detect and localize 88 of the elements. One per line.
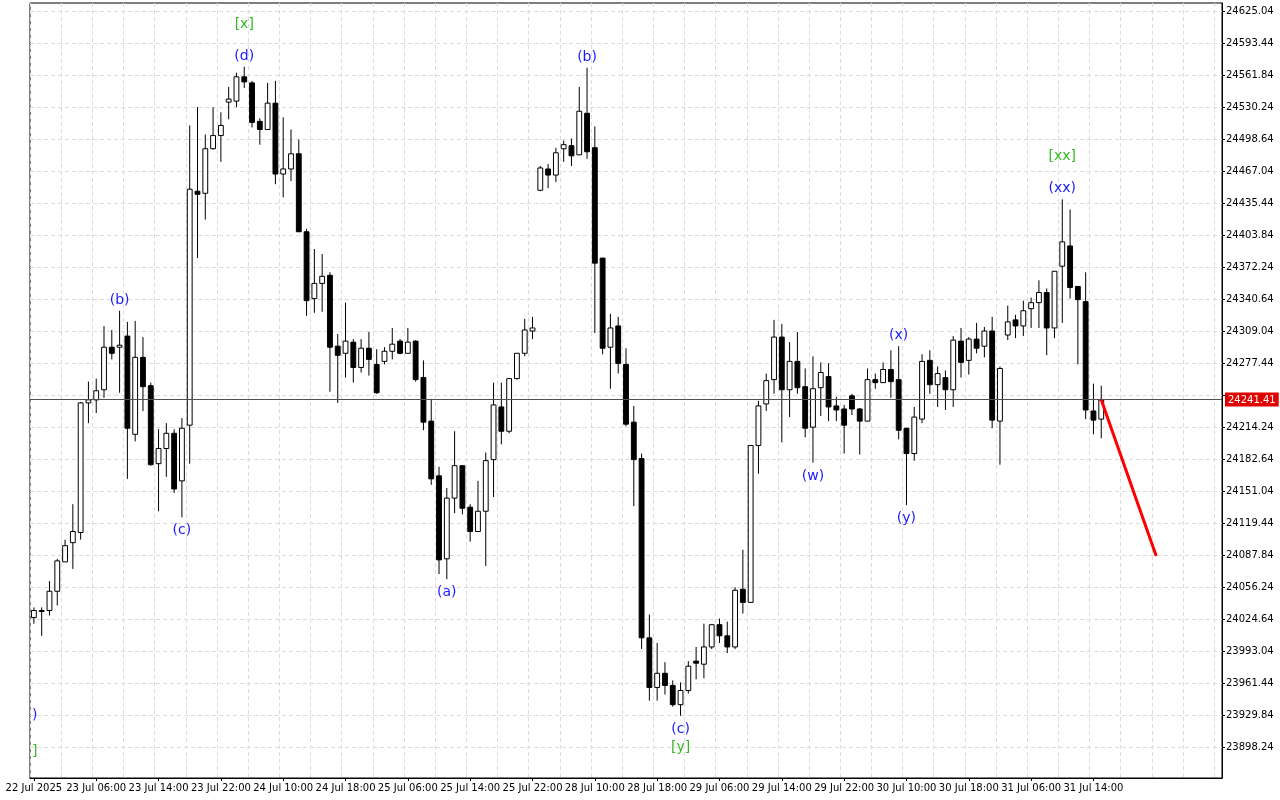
annotation: (y) [896, 509, 917, 526]
y-tick-label: 24467.04 [1226, 165, 1274, 177]
y-tick-label: 24435.44 [1226, 197, 1274, 209]
annotation: [y] [670, 737, 691, 754]
candlestick [1036, 279, 1042, 329]
y-tick-label: 24561.84 [1226, 69, 1274, 81]
y-tick-label: 24277.44 [1226, 357, 1274, 369]
candlestick [358, 338, 365, 374]
annotation: ) [32, 706, 38, 722]
candlestick [280, 116, 287, 198]
x-tick-label: 24 Jul 18:00 [315, 781, 376, 793]
y-tick-label: 24403.84 [1226, 229, 1274, 241]
candlestick [93, 378, 100, 414]
annotation: [x] [234, 14, 254, 31]
candlestick [1074, 285, 1081, 365]
x-tick-label: 29 Jul 22:00 [814, 781, 875, 793]
candlestick [404, 327, 411, 354]
candlestick [1028, 297, 1035, 329]
annotation: (b) [109, 290, 130, 307]
annotation: (c) [671, 719, 690, 736]
x-tick-label: 23 Jul 14:00 [128, 781, 189, 793]
annotation: (d) [234, 46, 255, 63]
candlestick [210, 106, 216, 151]
annotation: [xx] [1048, 147, 1077, 164]
x-tick-label: 25 Jul 06:00 [377, 781, 438, 793]
y-tick-label: 23898.24 [1226, 741, 1274, 753]
candlestick [288, 128, 294, 182]
x-tick-label: 30 Jul 10:00 [876, 781, 937, 793]
y-tick-label: 24214.24 [1226, 421, 1274, 433]
y-tick-label: 24372.24 [1226, 261, 1274, 273]
y-tick-label: 24309.04 [1226, 325, 1274, 337]
candlestick [365, 331, 372, 377]
annotation: (c) [172, 521, 192, 538]
y-tick-label: 24119.44 [1226, 517, 1274, 529]
annotation: (a) [437, 583, 457, 600]
candlestick [69, 503, 76, 570]
x-tick-label: 22 Jul 2025 [5, 781, 63, 793]
x-tick-label: 25 Jul 14:00 [440, 781, 501, 793]
candlestick [62, 539, 68, 563]
candlestick [108, 329, 115, 360]
x-tick-label: 28 Jul 18:00 [627, 781, 688, 793]
x-tick-label: 24 Jul 10:00 [253, 781, 314, 793]
x-tick-label: 30 Jul 18:00 [938, 781, 999, 793]
candlestick [958, 327, 964, 379]
annotation: (b) [577, 47, 597, 64]
y-tick-label: 24151.04 [1226, 485, 1274, 497]
y-tick-label: 24498.64 [1226, 133, 1274, 145]
y-tick-label: 23961.44 [1226, 677, 1274, 689]
candlestick [739, 549, 746, 615]
y-tick-label: 24530.24 [1226, 101, 1274, 113]
candlestick [662, 661, 668, 696]
x-tick-label: 25 Jul 22:00 [502, 781, 563, 793]
y-tick-label: 24024.64 [1226, 613, 1274, 625]
y-tick-label: 24340.64 [1226, 293, 1274, 305]
x-tick-label: 29 Jul 06:00 [689, 781, 750, 793]
annotation: (x) [889, 326, 909, 343]
y-tick-label: 23993.04 [1226, 645, 1274, 657]
candlestick [217, 111, 224, 163]
y-tick-label: 24593.44 [1226, 37, 1274, 49]
candlestick [475, 480, 481, 533]
y-tick-label: 24056.24 [1226, 581, 1274, 593]
candlestick [841, 404, 848, 455]
candlestick [700, 623, 707, 679]
ref-line-label: 24241.41 [1228, 393, 1276, 405]
candlestick [256, 117, 263, 146]
annotation: (xx) [1048, 179, 1077, 196]
annotation: ] [32, 742, 38, 758]
candlestick [965, 336, 972, 376]
y-tick-label: 24625.04 [1226, 5, 1274, 17]
candlestick [545, 163, 552, 189]
x-tick-label: 28 Jul 10:00 [564, 781, 625, 793]
candlestick [693, 646, 700, 680]
x-tick-label: 23 Jul 06:00 [66, 781, 127, 793]
x-tick-label: 31 Jul 14:00 [1063, 781, 1124, 793]
candlestick [763, 373, 770, 412]
annotation: (w) [801, 466, 825, 483]
candlestick [654, 642, 661, 702]
x-tick-label: 31 Jul 06:00 [1001, 781, 1062, 793]
y-tick-label: 23929.84 [1226, 709, 1274, 721]
x-tick-label: 29 Jul 14:00 [751, 781, 812, 793]
candlestick [887, 349, 894, 399]
x-tick-label: 23 Jul 22:00 [190, 781, 251, 793]
y-tick-label: 24182.64 [1226, 453, 1274, 465]
candlestick [880, 361, 887, 384]
candlestick [319, 253, 326, 313]
candlestick [537, 165, 544, 192]
y-tick-label: 24087.84 [1226, 549, 1274, 561]
candlestick [552, 147, 559, 183]
